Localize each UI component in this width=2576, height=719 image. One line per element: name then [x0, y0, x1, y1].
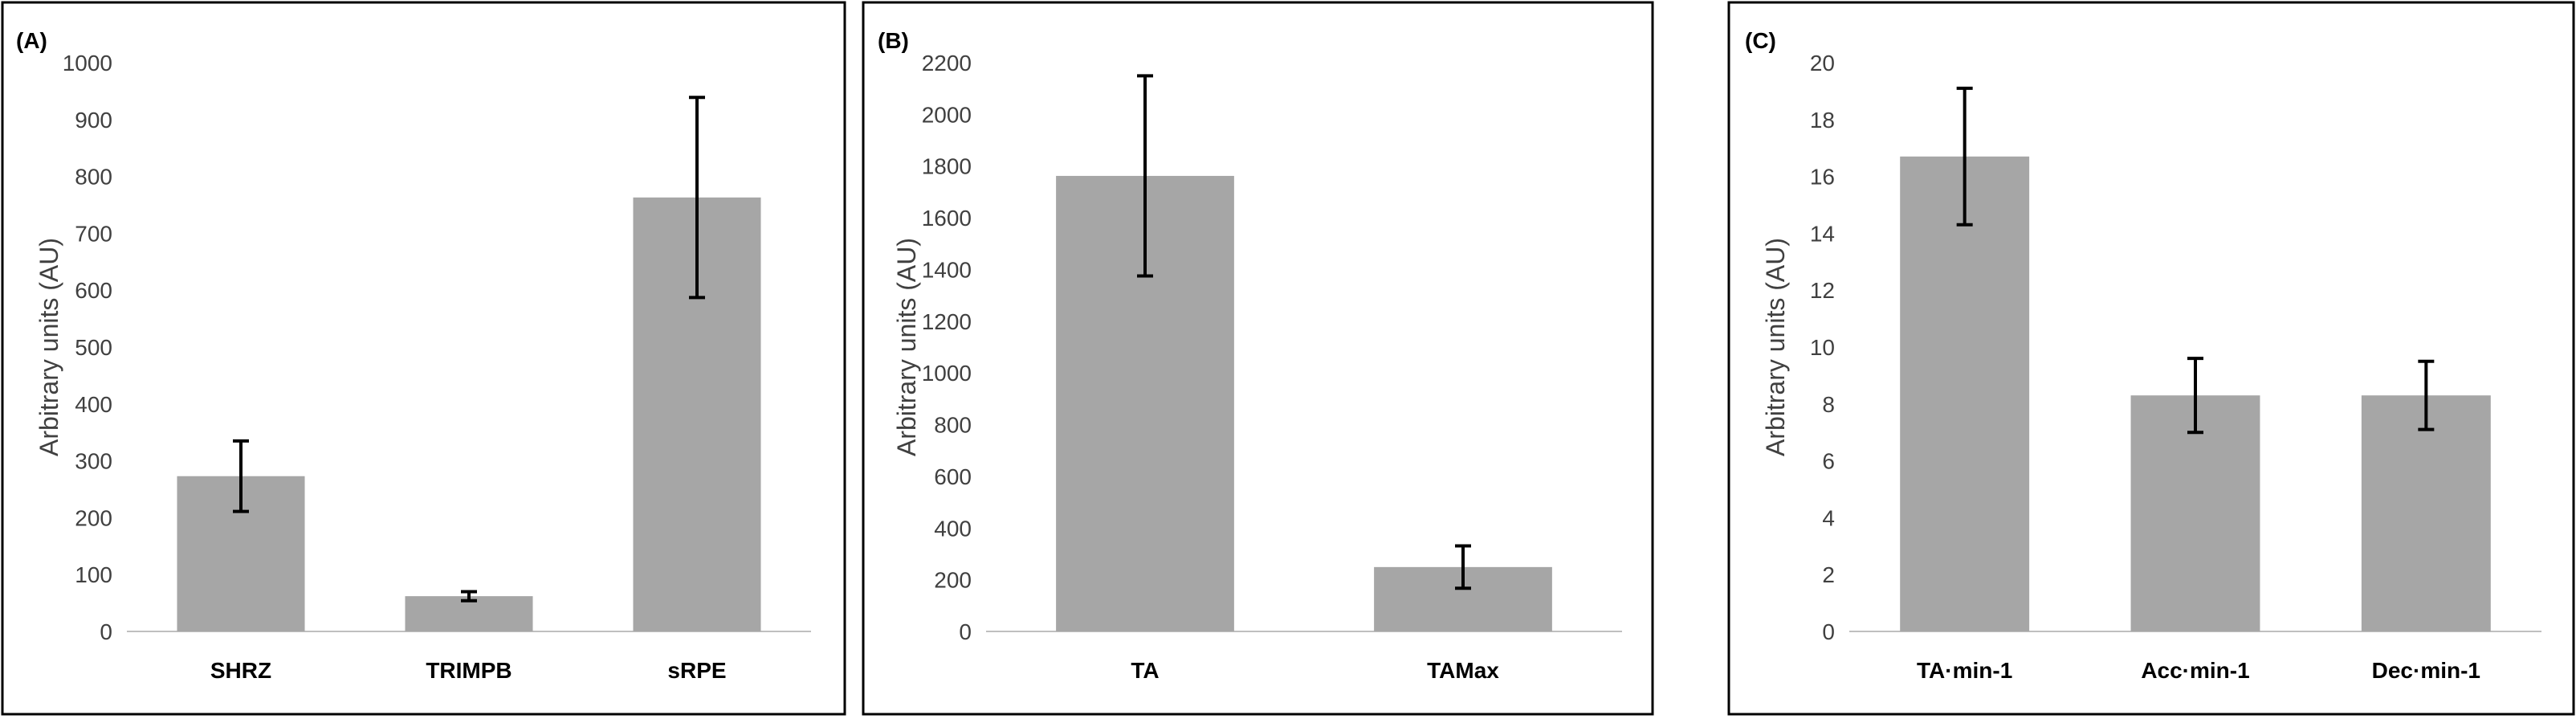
y-tick-label: 0 — [100, 619, 112, 644]
y-tick-label: 2 — [1822, 562, 1835, 587]
y-tick-label: 800 — [75, 165, 112, 190]
chart-panel-1: (A) 0 100 200 300 400 500 600 700 800 900 1000 Arbit… — [1, 1, 846, 716]
panel-tag: (A) — [16, 28, 47, 53]
bar-3 — [2361, 395, 2491, 631]
y-axis-label: Arbitrary units (AU) — [1761, 238, 1790, 456]
x-tick-label: SHRZ — [210, 658, 271, 683]
bar-2 — [2130, 395, 2260, 631]
x-tick-label: Dec·min-1 — [2372, 658, 2480, 683]
y-tick-label: 600 — [75, 278, 112, 303]
y-tick-label: 1000 — [63, 51, 112, 76]
y-tick-label: 2000 — [922, 102, 972, 127]
chart-panel-2: (B) 0 200 400 600 800 1000 1200 1400 1600 1800 2000… — [862, 1, 1654, 716]
x-tick-label: sRPE — [667, 658, 726, 683]
y-tick-label: 200 — [934, 568, 972, 593]
y-tick-label: 4 — [1822, 505, 1835, 530]
y-tick-label: 400 — [75, 392, 112, 417]
bar-1 — [1900, 156, 2030, 631]
x-tick-label: TA — [1131, 658, 1159, 683]
chart-panel-3: (C) 0 2 4 6 8 10 12 14 16 18 20 Arbitrary units (AU)… — [1727, 1, 2575, 716]
y-tick-label: 200 — [75, 505, 112, 530]
y-tick-label: 12 — [1810, 278, 1835, 303]
y-tick-label: 0 — [959, 619, 972, 644]
y-axis-label: Arbitrary units (AU) — [892, 238, 921, 456]
y-tick-label: 600 — [934, 464, 972, 489]
y-axis-label: Arbitrary units (AU) — [35, 238, 63, 456]
x-tick-label: Acc·min-1 — [2141, 658, 2249, 683]
panel-tag: (C) — [1745, 28, 1776, 53]
x-tick-label: TA·min-1 — [1917, 658, 2012, 683]
y-tick-label: 100 — [75, 562, 112, 587]
y-tick-label: 500 — [75, 335, 112, 360]
y-tick-label: 1000 — [922, 361, 972, 386]
y-tick-label: 6 — [1822, 449, 1835, 474]
y-tick-label: 2200 — [922, 51, 972, 76]
y-tick-label: 1800 — [922, 154, 972, 179]
y-tick-label: 14 — [1810, 221, 1835, 246]
y-tick-label: 1400 — [922, 257, 972, 282]
y-tick-label: 900 — [75, 108, 112, 133]
y-tick-label: 300 — [75, 449, 112, 474]
y-tick-label: 1600 — [922, 206, 972, 231]
y-tick-label: 400 — [934, 516, 972, 541]
y-tick-label: 700 — [75, 221, 112, 246]
x-tick-label: TRIMPB — [426, 658, 512, 683]
y-tick-label: 0 — [1822, 619, 1835, 644]
y-tick-label: 1200 — [922, 309, 972, 334]
y-tick-label: 800 — [934, 413, 972, 438]
x-tick-label: TAMax — [1427, 658, 1499, 683]
y-tick-label: 20 — [1810, 51, 1835, 76]
y-tick-label: 10 — [1810, 335, 1835, 360]
y-tick-label: 18 — [1810, 108, 1835, 133]
panel-tag: (B) — [878, 28, 909, 53]
y-tick-label: 8 — [1822, 392, 1835, 417]
y-tick-label: 16 — [1810, 165, 1835, 190]
